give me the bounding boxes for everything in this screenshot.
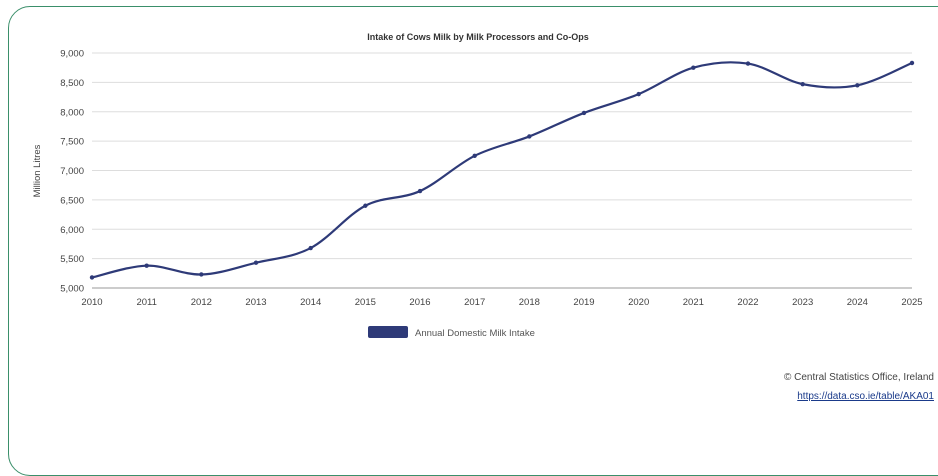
x-tick-label: 2012 bbox=[191, 297, 212, 308]
y-tick-label: 9,000 bbox=[60, 49, 84, 60]
y-axis-ticks: 5,000 5,500 6,000 6,500 7,000 7,500 8,000 8,500… bbox=[60, 49, 84, 295]
data-point bbox=[745, 61, 751, 66]
data-point bbox=[636, 91, 641, 97]
y-tick-label: 5,500 bbox=[60, 254, 84, 265]
x-tick-label: 2021 bbox=[683, 297, 704, 308]
data-point bbox=[417, 188, 423, 194]
legend-swatch bbox=[368, 326, 408, 338]
data-point bbox=[855, 83, 860, 88]
data-point bbox=[144, 263, 149, 268]
x-tick-label: 2023 bbox=[792, 297, 813, 308]
data-point bbox=[581, 110, 587, 116]
chart-title: Intake of Cows Milk by Milk Processors a… bbox=[367, 32, 589, 42]
data-point bbox=[800, 81, 805, 87]
milk-intake-chart: Intake of Cows Milk by Milk Processors a… bbox=[32, 32, 923, 339]
y-tick-label: 7,500 bbox=[60, 137, 84, 148]
y-tick-label: 8,500 bbox=[60, 78, 84, 89]
y-axis-label: Million Litres bbox=[32, 144, 43, 197]
x-tick-label: 2016 bbox=[409, 297, 430, 308]
data-point bbox=[253, 260, 259, 265]
x-tick-label: 2011 bbox=[136, 297, 156, 308]
series-line-annual-domestic-milk-intake bbox=[91, 61, 913, 279]
source-credit: © Central Statistics Office, Ireland bbox=[783, 372, 934, 383]
data-point bbox=[363, 203, 368, 208]
gridlines bbox=[92, 52, 912, 289]
data-point bbox=[527, 134, 532, 139]
x-tick-label: 2014 bbox=[300, 297, 321, 308]
y-tick-label: 7,000 bbox=[60, 166, 84, 177]
data-point bbox=[472, 153, 477, 159]
data-point bbox=[308, 245, 313, 251]
legend: Annual Domestic Milk Intake bbox=[368, 326, 535, 339]
y-tick-label: 6,500 bbox=[60, 195, 84, 206]
x-tick-label: 2019 bbox=[573, 297, 594, 308]
x-tick-label: 2010 bbox=[81, 297, 102, 308]
y-tick-label: 6,000 bbox=[60, 225, 84, 236]
data-point bbox=[909, 60, 915, 66]
x-axis-ticks: 2010 2011 2012 2013 2014 2015 2016 2017 2018 2019… bbox=[81, 297, 922, 308]
x-tick-label: 2013 bbox=[245, 297, 266, 308]
y-tick-label: 5,000 bbox=[60, 284, 84, 295]
legend-label: Annual Domestic Milk Intake bbox=[415, 328, 535, 339]
data-points bbox=[89, 60, 915, 280]
x-tick-label: 2025 bbox=[901, 297, 922, 308]
x-tick-label: 2022 bbox=[737, 297, 758, 308]
x-tick-label: 2015 bbox=[355, 297, 376, 308]
data-point bbox=[691, 65, 696, 70]
x-tick-label: 2024 bbox=[847, 297, 868, 308]
y-tick-label: 8,000 bbox=[60, 107, 84, 118]
data-point bbox=[199, 272, 204, 277]
x-tick-label: 2017 bbox=[464, 297, 485, 308]
x-tick-label: 2020 bbox=[628, 297, 649, 308]
x-tick-label: 2018 bbox=[519, 297, 540, 308]
source-link[interactable]: https://data.cso.ie/table/AKA01 bbox=[797, 391, 934, 402]
data-point bbox=[89, 275, 95, 280]
